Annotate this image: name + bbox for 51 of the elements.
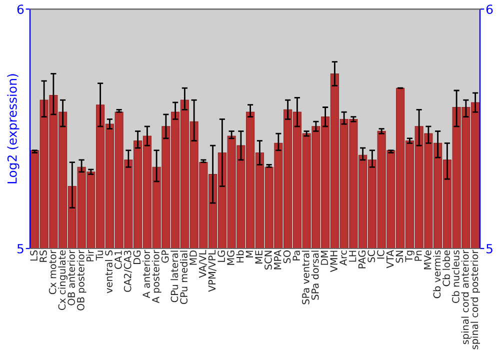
x-tick-label: Pn <box>414 250 422 261</box>
x-tick-label: CA1 <box>114 250 122 269</box>
x-tick-label: ventral S <box>104 250 113 294</box>
x-tick-label: Pa <box>292 250 300 260</box>
x-tick-label: SPa ventral <box>302 250 310 304</box>
x-tick-label: DM <box>320 250 328 265</box>
x-tick-label: CA2/CA3 <box>124 250 132 292</box>
x-tick-label: SC <box>368 250 376 262</box>
x-tick-label: LG <box>218 250 226 262</box>
x-tick-label: OB posterior <box>76 250 86 310</box>
x-tick-label: CPu medial <box>180 250 188 304</box>
x-tick-label: Cb nucleus <box>452 250 460 303</box>
x-tick-label: MPA <box>274 250 282 270</box>
x-tick-label: VPM/VPL <box>208 250 216 292</box>
x-tick-label: Tg <box>405 250 414 262</box>
x-tick-label: Cx cingulate <box>58 250 68 310</box>
x-tick-label: SO <box>283 250 291 264</box>
x-tick-label: ME <box>255 250 262 264</box>
x-tick-label: Cb lobe <box>442 250 450 286</box>
x-tick-label: Cx motor <box>48 250 56 294</box>
y2-tick-label: 6 <box>486 4 493 14</box>
x-tick-label: RS <box>40 250 47 262</box>
x-tick-label: IC <box>377 250 384 259</box>
x-tick-label: GP <box>161 250 169 263</box>
x-tick-label: SN <box>396 250 404 263</box>
y-axis-title: Log2 (expression) <box>7 74 20 184</box>
x-tick-label: CPu lateral <box>170 250 178 302</box>
x-tick-label: A anterior <box>142 250 150 298</box>
x-tick-label: Arc <box>340 250 347 266</box>
x-tick-label: Cb vermis <box>433 250 441 298</box>
x-tick-label: Hb <box>236 250 244 262</box>
x-tick-label: spinal cord anterior <box>461 250 471 344</box>
x-tick-label: MG <box>227 250 234 265</box>
x-tick-label: Tu <box>96 250 104 261</box>
x-tick-label: Pir <box>86 250 94 262</box>
x-tick-label: VTA <box>386 250 394 268</box>
y2-tick-label: 5 <box>486 244 492 254</box>
x-tick-label: LS <box>30 250 38 261</box>
x-tick-label: SCN <box>264 250 272 270</box>
x-tick-label: OB anterior <box>67 250 76 306</box>
x-tick-label: MD <box>190 250 197 265</box>
x-tick-label: VMH <box>330 250 338 272</box>
x-tick-label: A posterior <box>152 250 162 304</box>
x-tick-label: spinal cord posterior <box>470 250 480 350</box>
x-tick-label: M <box>246 250 253 258</box>
x-tick-label: MVe <box>424 250 432 270</box>
x-tick-label: PAG <box>358 250 366 268</box>
x-tick-label: SPa dorsal <box>311 250 319 300</box>
x-tick-label: DG <box>133 250 141 264</box>
x-tick-label: VA/VL <box>199 250 208 278</box>
x-tick-label: LH <box>349 250 356 262</box>
